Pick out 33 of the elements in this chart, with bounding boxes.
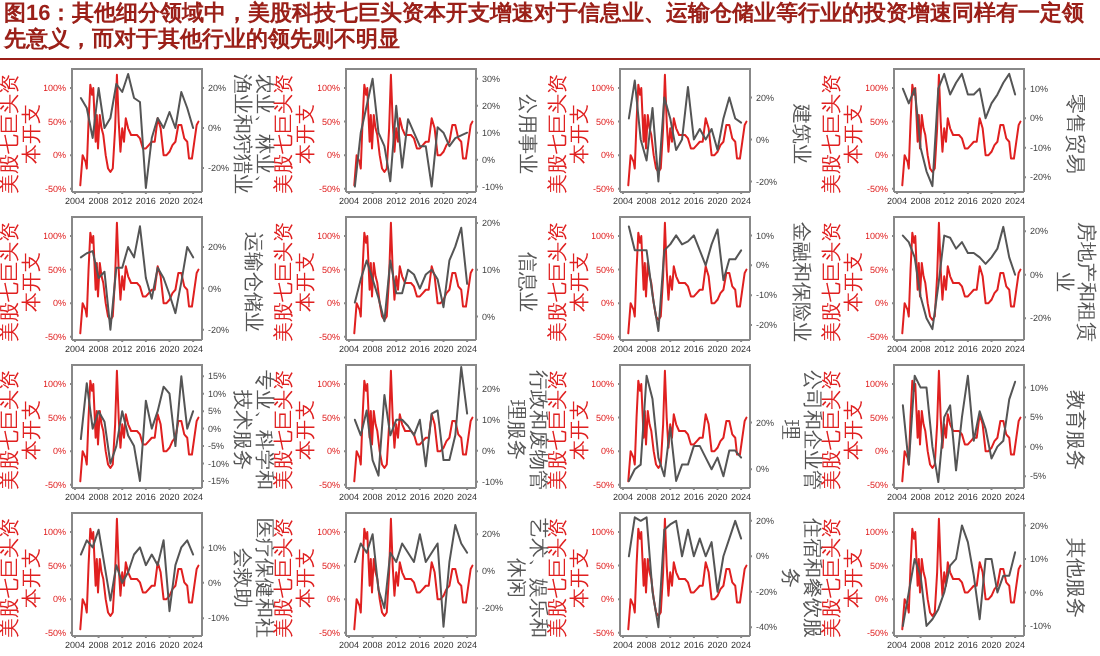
y2-axis-title: 医疗保健和社会救助 bbox=[230, 516, 274, 640]
y-axis-title: 美股七巨头资本开支 bbox=[548, 516, 592, 640]
y2-axis-title: 房地产和租赁业 bbox=[1052, 220, 1096, 344]
y2-axis-title: 行政和废物管理服务 bbox=[504, 368, 548, 492]
line-series bbox=[353, 221, 474, 335]
y2-axis-title: 教育服务 bbox=[1063, 388, 1085, 474]
y2-axis-title: 建筑业 bbox=[789, 102, 811, 168]
text: 图16：其他细分领域中，美股科技七巨头资本开支增速对于信息业、运输仓储业等行业的投资增速同样有一定领先意义，而对于其他行业的领先则不明显 bbox=[0, 0, 1100, 60]
y2-axis-title: 运输仓储业 bbox=[241, 230, 263, 336]
y-axis-title: 美股七巨头资本开支 bbox=[822, 516, 866, 640]
y-axis-title: 美股七巨头资本开支 bbox=[274, 72, 318, 196]
y-axis-title: 美股七巨头资本开支 bbox=[274, 368, 318, 492]
y2-axis-title: 其他服务 bbox=[1063, 536, 1085, 622]
y2-axis-title: 信息业 bbox=[515, 250, 537, 316]
y2-axis-title: 零售贸易 bbox=[1063, 92, 1085, 178]
line-series bbox=[79, 528, 195, 613]
y2-axis-title: 公用事业 bbox=[515, 92, 537, 178]
y2-axis-title: 金融和保险业 bbox=[789, 220, 811, 344]
y2-axis-title: 农业、林业、渔业和狩猎业 bbox=[230, 72, 274, 196]
line-series bbox=[79, 517, 200, 631]
y-axis-title: 美股七巨头资本开支 bbox=[274, 220, 318, 344]
y-axis-title: 美股七巨头资本开支 bbox=[548, 220, 592, 344]
y-axis-title: 美股七巨头资本开支 bbox=[822, 72, 866, 196]
y2-axis-title: 公司和企业管理 bbox=[778, 368, 822, 492]
y2-axis-title: 艺术、娱乐和休闲 bbox=[504, 516, 548, 640]
y-axis-title: 美股七巨头资本开支 bbox=[548, 72, 592, 196]
line-series bbox=[353, 226, 469, 323]
y-axis-title: 美股七巨头资本开支 bbox=[274, 516, 318, 640]
y2-axis-title: 住宿和餐饮服务 bbox=[778, 516, 822, 640]
y-axis-title: 美股七巨头资本开支 bbox=[822, 220, 866, 344]
y-axis-title: 美股七巨头资本开支 bbox=[822, 368, 866, 492]
y-axis-title: 美股七巨头资本开支 bbox=[548, 368, 592, 492]
y2-axis-title: 专业、科学和技术服务 bbox=[230, 368, 274, 492]
